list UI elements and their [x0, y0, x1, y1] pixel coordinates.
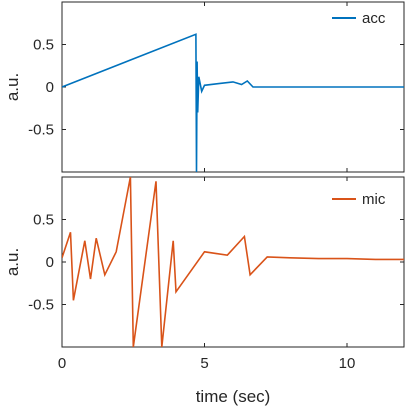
mic-axes-box — [61, 176, 405, 348]
acc-y-tick-label: -0.5 — [28, 122, 54, 139]
x-tick-label: 0 — [58, 355, 66, 372]
acc-y-tick-label: 0.5 — [33, 37, 54, 54]
mic-y-tick-label: 0.5 — [33, 212, 54, 229]
mic-series-line — [62, 177, 404, 347]
mic-y-tick-label: 0 — [46, 254, 54, 271]
x-tick-label: 10 — [339, 355, 356, 372]
acc-y-axis-label: a.u. — [3, 73, 22, 101]
acc-series-line — [62, 33, 404, 172]
acc-legend-label: acc — [362, 10, 386, 27]
mic-axes: 0.5 0 -0.5 0 5 10 a.u. mic — [3, 176, 405, 372]
mic-y-tick-label: -0.5 — [28, 297, 54, 314]
acc-axes: 0.5 0 -0.5 a.u. acc — [3, 1, 405, 173]
mic-legend-label: mic — [362, 191, 386, 208]
mic-y-axis-label: a.u. — [3, 248, 22, 276]
x-axis-label: time (sec) — [196, 387, 271, 406]
acc-y-tick-label: 0 — [46, 79, 54, 96]
x-tick-label: 5 — [200, 355, 208, 372]
